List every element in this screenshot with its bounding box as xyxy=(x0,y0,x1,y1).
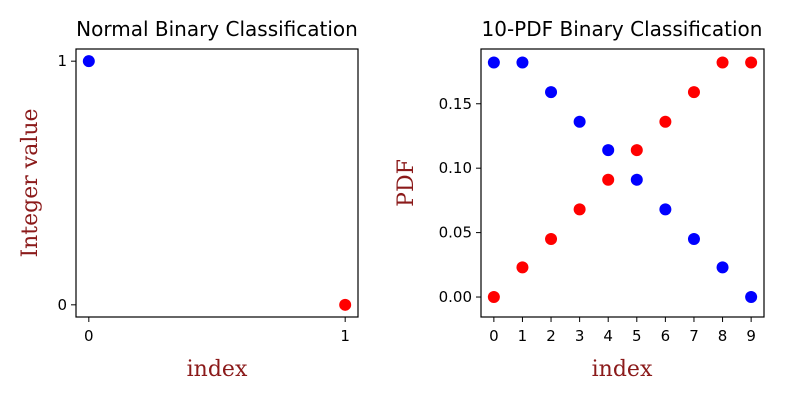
chart-right-xtick-label: 8 xyxy=(718,327,728,345)
chart-right-xlabel: index xyxy=(592,357,653,382)
chart-right-xtick-label: 5 xyxy=(632,327,642,345)
chart-left-title: Normal Binary Classification xyxy=(76,17,358,41)
chart-right-point xyxy=(487,56,500,69)
chart-left-ytick-label: 0 xyxy=(57,296,67,314)
chart-right: 10-PDF Binary Classification 0 1 2 3 4 5 6 7 8 90… xyxy=(394,17,765,382)
chart-right-point xyxy=(516,56,529,69)
chart-right-ytick-label: 0.10 xyxy=(439,159,472,177)
chart-right-point xyxy=(573,115,586,128)
chart-left-point xyxy=(82,55,95,68)
chart-left-xtick-label: 0 xyxy=(84,327,94,345)
chart-right-point xyxy=(516,261,529,274)
chart-right-point xyxy=(659,203,672,216)
chart-right-xtick-label: 2 xyxy=(546,327,556,345)
chart-right-ytick-label: 0.15 xyxy=(439,95,472,113)
chart-right-xtick-label: 3 xyxy=(575,327,585,345)
chart-right-point xyxy=(659,115,672,128)
chart-right-xtick-label: 6 xyxy=(661,327,671,345)
chart-left-ylabel: Integer value xyxy=(18,108,43,257)
chart-right-point xyxy=(716,56,729,69)
chart-left-ytick-label: 1 xyxy=(57,52,67,70)
chart-right-point xyxy=(573,203,586,216)
chart-right-title: 10-PDF Binary Classification xyxy=(482,17,763,41)
chart-right-ytick-label: 0.05 xyxy=(439,224,472,242)
chart-right-point xyxy=(545,86,558,99)
chart-left-xtick-label: 1 xyxy=(340,327,350,345)
chart-right-point xyxy=(545,233,558,246)
chart-right-ytick-label: 0.00 xyxy=(439,288,472,306)
chart-right-point xyxy=(745,56,758,69)
chart-right-plot-area xyxy=(480,48,765,318)
chart-right-xtick-label: 0 xyxy=(489,327,499,345)
chart-right-xtick-label: 1 xyxy=(518,327,528,345)
chart-left-plot-area xyxy=(75,48,359,318)
chart-right-point xyxy=(630,173,643,186)
chart-right-point xyxy=(602,144,615,157)
chart-right-marks: 0 1 2 3 4 5 6 7 8 9 0.00 0.05 0.10 0.15 xyxy=(439,56,758,345)
chart-right-xtick-label: 9 xyxy=(746,327,756,345)
chart-right-point xyxy=(487,291,500,304)
chart-right-xtick-label: 7 xyxy=(689,327,699,345)
chart-right-ylabel: PDF xyxy=(394,159,419,207)
chart-right-point xyxy=(687,233,700,246)
chart-right-point xyxy=(630,144,643,157)
chart-right-point xyxy=(687,86,700,99)
chart-right-xtick-label: 4 xyxy=(603,327,613,345)
chart-right-point xyxy=(745,291,758,304)
chart-left-point xyxy=(339,298,352,311)
chart-left-marks: 0 1 0 1 xyxy=(57,52,352,345)
chart-right-point xyxy=(602,173,615,186)
chart-left-xlabel: index xyxy=(187,357,248,382)
chart-right-point xyxy=(716,261,729,274)
chart-left: Normal Binary Classification 0 101 index … xyxy=(18,17,359,382)
